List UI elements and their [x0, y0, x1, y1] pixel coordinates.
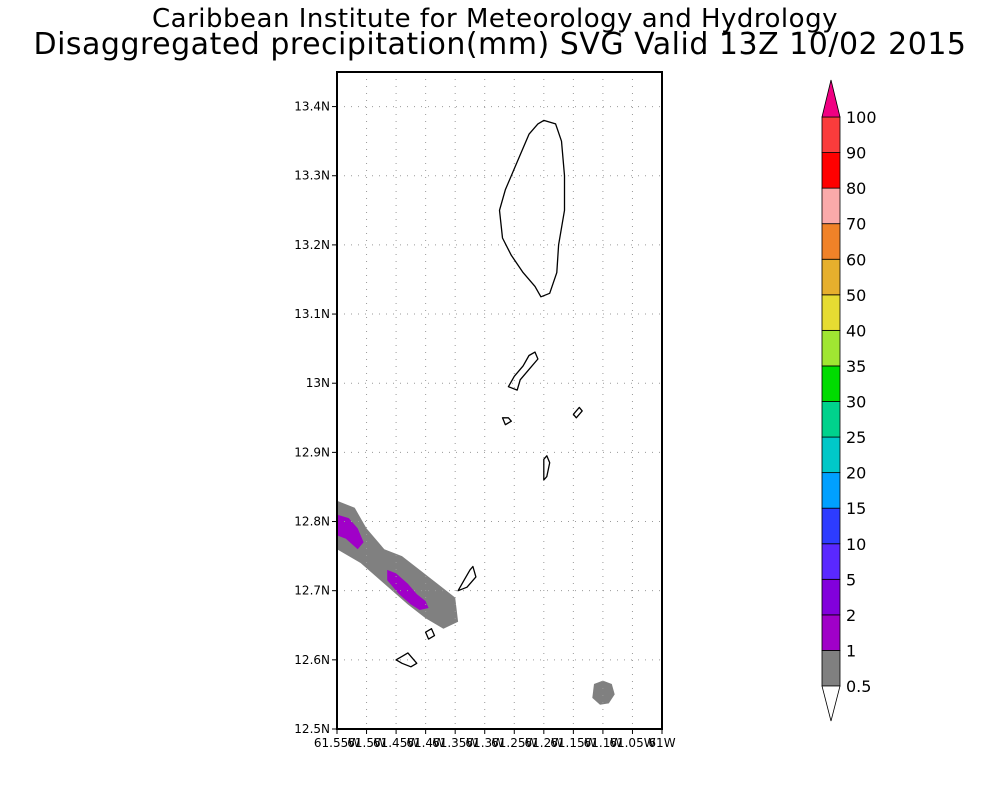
colorbar-label: 5 — [846, 570, 856, 589]
colorbar-label: 50 — [846, 286, 866, 305]
lon-tick-label: 61.15W — [550, 736, 596, 750]
colorbar-segment — [821, 152, 841, 189]
precip-area-3 — [387, 569, 429, 610]
colorbar-segment — [821, 187, 841, 225]
lat-tick-label: 12.5N — [294, 722, 330, 736]
lon-tick-label: 61.2W — [525, 736, 564, 750]
colorbar-segment — [821, 650, 841, 687]
lon-tick-label: 61.1W — [584, 736, 623, 750]
colorbar-segment — [821, 401, 841, 438]
colorbar-label: 1 — [846, 641, 856, 660]
title-institute: Caribbean Institute for Meteorology and … — [152, 4, 838, 34]
colorbar-label: 40 — [846, 321, 866, 340]
precip-area-0 — [337, 500, 459, 629]
lon-tick-label: 61.4W — [406, 736, 445, 750]
lon-tick-label: 61.45W — [373, 736, 419, 750]
lat-tick-label: 12.7N — [294, 584, 330, 598]
colorbar-label: 15 — [846, 499, 866, 518]
colorbar-label: 25 — [846, 428, 866, 447]
colorbar-segment — [821, 543, 841, 580]
lon-tick-label: 61.3W — [465, 736, 504, 750]
lat-tick-label: 13.4N — [294, 100, 330, 114]
precip-area-2 — [337, 514, 364, 550]
coastline-bequia — [507, 351, 539, 391]
colorbar-under-arrow — [821, 685, 841, 722]
graticule — [336, 72, 663, 730]
colorbar-label: 35 — [846, 357, 866, 376]
coastline-union — [457, 565, 477, 592]
lon-tick-label: 61W — [648, 736, 675, 750]
colorbar-segment — [821, 436, 841, 474]
colorbar-segment — [821, 258, 841, 296]
coastline-carriacou — [395, 652, 418, 668]
lat-tick-label: 13.2N — [294, 238, 330, 252]
title-product: Disaggregated precipitation(mm) SVG Vali… — [33, 27, 967, 62]
colorbar-segment — [821, 578, 841, 616]
lon-tick-label: 61.05W — [609, 736, 655, 750]
colorbar-segment — [821, 223, 841, 260]
coastline-canouan — [501, 417, 512, 426]
coastline-layer — [395, 119, 583, 668]
colorbar-segment — [821, 294, 841, 331]
lon-tick-label: 61.5W — [347, 736, 386, 750]
precip-area-1 — [592, 680, 615, 705]
lon-tick-label: 61.55W — [314, 736, 360, 750]
lon-tick-label: 61.25W — [491, 736, 537, 750]
colorbar-label: 70 — [846, 215, 866, 234]
colorbar-label: 0.5 — [846, 677, 871, 696]
colorbar-label: 100 — [846, 108, 877, 127]
lon-tick-label: 61.35W — [432, 736, 478, 750]
colorbar-label: 90 — [846, 144, 866, 163]
lat-tick-label: 12.8N — [294, 515, 330, 529]
lat-tick-label: 13.3N — [294, 169, 330, 183]
coastline-baliceaux — [572, 406, 583, 419]
colorbar-segment — [821, 507, 841, 545]
precipitation-layer — [337, 500, 615, 705]
coastline-mayreau — [424, 628, 436, 640]
lat-tick-label: 13.1N — [294, 307, 330, 321]
colorbar-label: 60 — [846, 250, 866, 269]
colorbar-segment — [821, 116, 841, 153]
colorbar-segment — [821, 614, 841, 651]
colorbar-label: 20 — [846, 464, 866, 483]
colorbar-segment — [821, 365, 841, 402]
lat-tick-label: 13N — [306, 376, 330, 390]
coastline-st-vincent — [498, 119, 566, 298]
colorbar-over-arrow — [821, 79, 841, 118]
lat-tick-label: 12.6N — [294, 653, 330, 667]
colorbar-label: 80 — [846, 179, 866, 198]
axis-ticks: 13.4N 13.3N 13.2N 13.1N 13N 12.9N 12.8N 12.7N 12… — [294, 100, 675, 750]
colorbar-label: 30 — [846, 393, 866, 412]
colorbar-segment — [821, 472, 841, 509]
colorbar-label: 2 — [846, 606, 856, 625]
lat-tick-label: 12.9N — [294, 445, 330, 459]
map-frame — [336, 71, 663, 730]
colorbar-segment — [821, 329, 841, 367]
coastline-mustique — [543, 455, 551, 481]
colorbar-label: 10 — [846, 535, 866, 554]
